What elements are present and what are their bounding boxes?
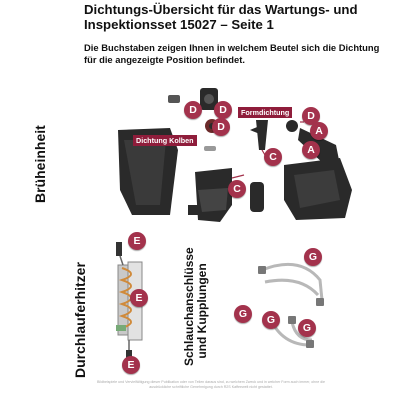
badge-g-middle: G (262, 311, 280, 329)
badge-d-top-center: D (214, 101, 232, 119)
copyright-footer: Bildbeispiele und Vervielfältigung diese… (96, 380, 326, 389)
badge-c-right: C (264, 148, 282, 166)
badge-g-right: G (298, 319, 316, 337)
badge-g-left: G (234, 305, 252, 323)
page-subtitle: Die Buchstaben zeigen Ihnen in welchem B… (84, 42, 380, 65)
badge-e-bottom: E (122, 356, 140, 374)
tag-formdichtung: Formdichtung (238, 107, 293, 118)
badge-g-top: G (304, 248, 322, 266)
badge-a-upper: A (310, 122, 328, 140)
badge-d-right: D (302, 107, 320, 125)
badge-a-lower: A (302, 141, 320, 159)
badge-d-top-left: D (184, 101, 202, 119)
page-title: Dichtungs-Übersicht für das Wartungs- un… (84, 2, 358, 32)
tag-dichtung-kolben: Dichtung Kolben (133, 135, 197, 146)
hose-connectors (258, 266, 324, 348)
badge-e-top: E (128, 232, 146, 250)
badge-e-middle: E (130, 289, 148, 307)
badge-c-center: C (228, 180, 246, 198)
badge-d-kolben: D (212, 118, 230, 136)
